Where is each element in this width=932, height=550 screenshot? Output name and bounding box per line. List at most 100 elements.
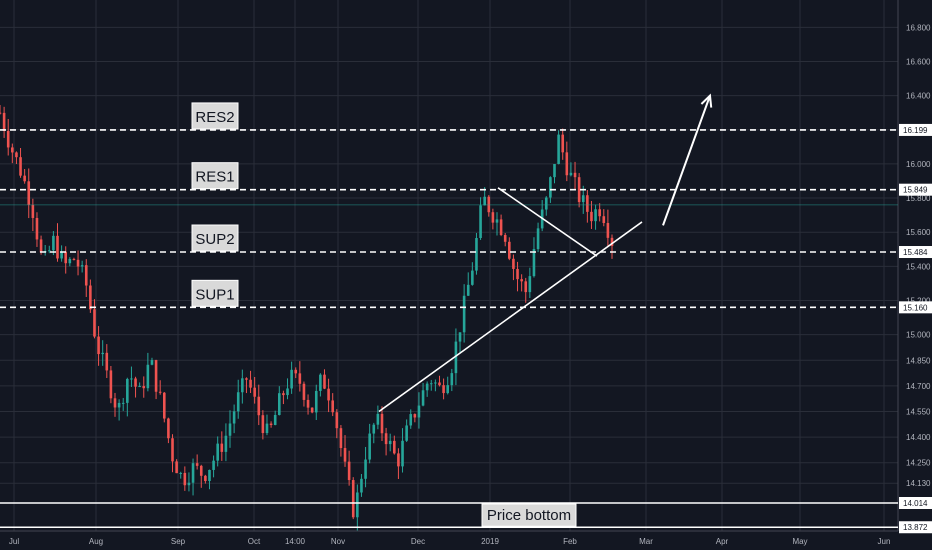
y-tick-label: 15.400 — [906, 262, 931, 271]
candle-body — [109, 370, 113, 399]
candle-body — [241, 378, 244, 393]
price-tag-price-bottom-lower — [899, 521, 932, 534]
candle-body — [565, 152, 569, 176]
candle-body — [450, 373, 454, 386]
candle-body — [138, 386, 141, 388]
level-box-sup1 — [191, 279, 239, 307]
candle-body — [56, 235, 59, 259]
candle-body — [438, 382, 441, 386]
x-tick-label: Nov — [331, 537, 345, 546]
y-tick-label: 14.250 — [906, 459, 931, 468]
candle-body — [557, 134, 560, 164]
level-label-sup2: SUP2 — [195, 231, 234, 248]
candle-body — [31, 204, 35, 218]
candle-body — [343, 448, 347, 462]
candle-body — [19, 157, 22, 176]
candle-body — [195, 463, 199, 466]
level-box-sup2 — [191, 224, 239, 252]
y-tick-label: 16.000 — [906, 160, 931, 169]
candle-body — [60, 251, 63, 259]
candle-body — [495, 219, 499, 223]
candle-body — [236, 392, 240, 412]
candle-body — [257, 396, 261, 416]
candle-body — [314, 390, 318, 413]
price-tag-label: 16.199 — [903, 126, 928, 135]
y-tick-label: 14.400 — [906, 433, 931, 442]
candle-body — [434, 382, 437, 384]
candle-body — [0, 112, 2, 114]
candle-body — [499, 219, 503, 236]
candle-body — [23, 175, 26, 182]
price-tag-label: 15.484 — [903, 248, 928, 257]
x-tick-label: Oct — [248, 537, 261, 546]
candle-body — [602, 216, 606, 224]
candle-body — [323, 374, 326, 389]
x-tick-label: 2019 — [481, 537, 499, 546]
candle-body — [586, 195, 589, 212]
candle-body — [187, 482, 191, 486]
candle-body — [191, 463, 195, 483]
candle-body — [491, 212, 495, 223]
x-tick-label: May — [792, 537, 807, 546]
candle-body — [11, 147, 14, 153]
candle-body — [483, 196, 486, 206]
y-tick-label: 14.550 — [906, 407, 931, 416]
candle-body — [351, 480, 355, 518]
candle-body — [121, 402, 125, 404]
candle-body — [220, 443, 224, 452]
candle-body — [536, 228, 540, 250]
descending-trendline — [497, 187, 598, 257]
candle-body — [64, 251, 68, 264]
x-tick-label: Feb — [563, 537, 577, 546]
candle-body — [216, 443, 219, 461]
candle-body — [282, 393, 285, 396]
candle-body — [335, 412, 339, 429]
candle-body — [577, 177, 581, 203]
y-tick-label: 16.800 — [906, 23, 931, 32]
candle-body — [376, 413, 380, 425]
candle-body — [590, 211, 593, 222]
candle-body — [475, 238, 478, 271]
candle-body — [76, 259, 80, 267]
price-bottom-box — [481, 503, 577, 527]
candle-body — [471, 270, 474, 285]
candle-body — [594, 209, 597, 222]
level-box-res2 — [191, 102, 239, 130]
candle-body — [393, 440, 396, 454]
candle-body — [368, 433, 371, 460]
ascending-trendline — [378, 221, 643, 413]
candle-body — [561, 134, 565, 153]
candle-body — [261, 415, 265, 434]
candle-body — [171, 438, 174, 462]
price-tag-label: 15.160 — [903, 303, 928, 312]
candle-body — [224, 435, 228, 452]
candle-body — [417, 405, 421, 418]
candle-body — [372, 424, 376, 434]
candle-body — [327, 388, 330, 401]
candle-body — [487, 196, 491, 213]
candle-body — [253, 387, 256, 397]
candle-body — [310, 407, 314, 413]
candle-body — [516, 268, 519, 280]
candle-body — [286, 388, 289, 396]
candle-body — [183, 472, 187, 486]
candle-body — [544, 197, 548, 210]
candle-body — [553, 163, 556, 178]
price-tag-label: 14.014 — [903, 499, 928, 508]
price-tag-price-bottom-upper — [899, 496, 932, 509]
candle-body — [454, 341, 458, 374]
candle-body — [158, 391, 162, 393]
y-tick-label: 15.000 — [906, 331, 931, 340]
candle-body — [146, 364, 150, 389]
candle-body — [528, 276, 532, 293]
price-tag-label: 13.872 — [903, 523, 928, 532]
candle-body — [2, 112, 6, 131]
level-label-res2: RES2 — [195, 109, 234, 126]
candle-body — [319, 374, 322, 391]
price-tag-res1 — [899, 183, 932, 196]
candle-body — [524, 281, 528, 293]
x-tick-label: 14:00 — [285, 537, 306, 546]
candle-body — [380, 413, 384, 434]
